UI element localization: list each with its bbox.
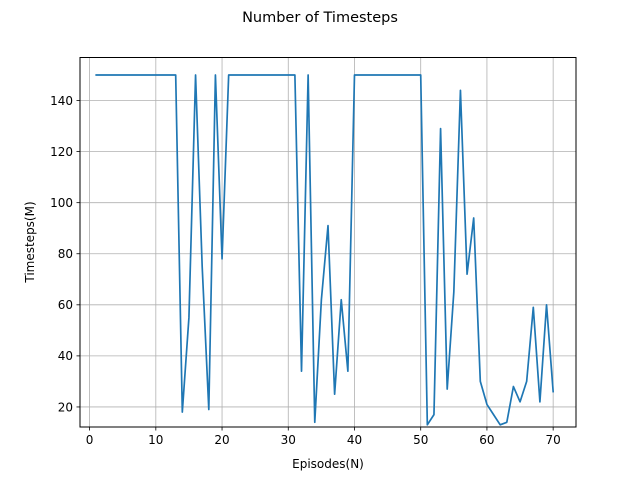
x-axis-label: Episodes(N) — [292, 457, 364, 471]
x-tick-label: 50 — [413, 433, 428, 447]
x-tick-label: 0 — [86, 433, 94, 447]
series-group — [95, 74, 555, 426]
x-tick-label: 40 — [347, 433, 362, 447]
y-tick-label: 120 — [50, 145, 73, 159]
x-axis-ticks: 0 10 20 30 40 50 60 70 — [86, 427, 561, 447]
x-tick-label: 60 — [479, 433, 494, 447]
series-line — [95, 74, 555, 426]
x-tick-label: 70 — [546, 433, 561, 447]
chart-title: Number of Timesteps — [242, 10, 398, 26]
y-tick-label: 20 — [58, 400, 73, 414]
y-tick-label: 40 — [58, 349, 73, 363]
x-tick-label: 10 — [148, 433, 163, 447]
x-tick-label: 30 — [281, 433, 296, 447]
x-tick-label: 20 — [214, 433, 229, 447]
y-tick-label: 60 — [58, 298, 73, 312]
y-axis-label: Timesteps(M) — [23, 201, 37, 283]
plot-frame — [79, 57, 577, 428]
y-tick-label: 100 — [50, 196, 73, 210]
y-tick-label: 140 — [50, 94, 73, 108]
y-tick-label: 80 — [58, 247, 73, 261]
y-axis-ticks: 20 40 60 80 100 120 140 — [50, 94, 80, 414]
